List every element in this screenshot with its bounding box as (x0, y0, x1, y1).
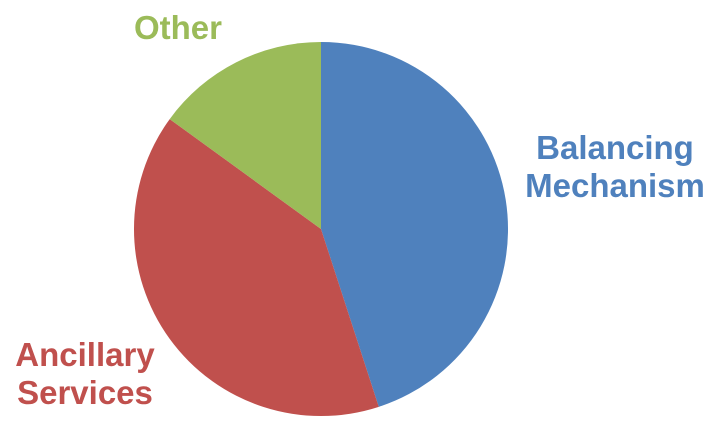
slice-label-1: Balancing Mechanism (525, 129, 705, 204)
slice-label-2-line-1: Ancillary (15, 336, 155, 373)
pie-slice-2 (133, 119, 379, 417)
pie-slice-3 (169, 42, 321, 229)
slice-label-3-line-1: Other (134, 9, 222, 46)
slice-label-2-line-2: Services (17, 374, 153, 411)
slice-label-1-line-1: Balancing (536, 129, 694, 166)
slice-label-2: Ancillary Services (15, 336, 155, 411)
slice-label-3: Other (134, 9, 222, 46)
slice-label-1-line-2: Mechanism (525, 167, 705, 204)
pie-slice-1 (321, 42, 509, 407)
